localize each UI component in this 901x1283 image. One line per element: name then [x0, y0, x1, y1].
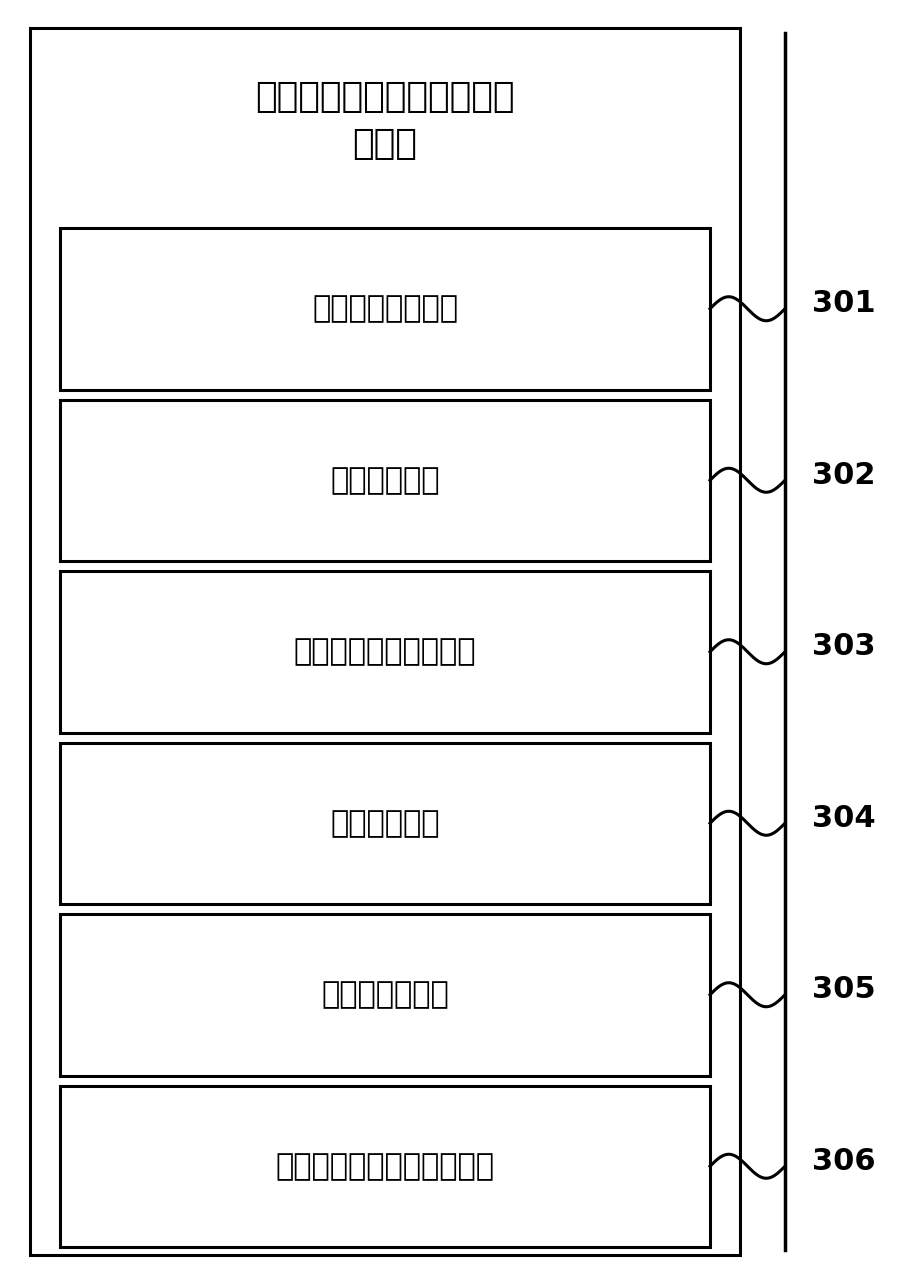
Bar	[60, 1085, 710, 1247]
Text: 样本对象确定模块: 样本对象确定模块	[312, 294, 458, 323]
Text: 302: 302	[812, 461, 876, 490]
Text: 燃用量确定模块: 燃用量确定模块	[321, 980, 449, 1010]
Bar	[60, 571, 710, 733]
Text: 神经网络模型构建模块: 神经网络模型构建模块	[294, 638, 477, 666]
Bar	[60, 399, 710, 561]
Text: 模型训练模块: 模型训练模块	[331, 808, 440, 838]
Bar	[60, 228, 710, 390]
Bar	[30, 28, 740, 1255]
Text: 304: 304	[812, 803, 876, 833]
Text: 303: 303	[812, 633, 876, 661]
Text: 排放清单时间分布确定模块: 排放清单时间分布确定模块	[276, 1152, 495, 1180]
Bar	[60, 913, 710, 1075]
Text: 301: 301	[812, 289, 876, 318]
Text: 305: 305	[812, 975, 876, 1005]
Text: 数据采集模块: 数据采集模块	[331, 466, 440, 495]
Text: 污染物排放清单时间分布确
定装置: 污染物排放清单时间分布确 定装置	[255, 80, 514, 162]
Bar	[60, 743, 710, 905]
Text: 306: 306	[812, 1147, 876, 1175]
